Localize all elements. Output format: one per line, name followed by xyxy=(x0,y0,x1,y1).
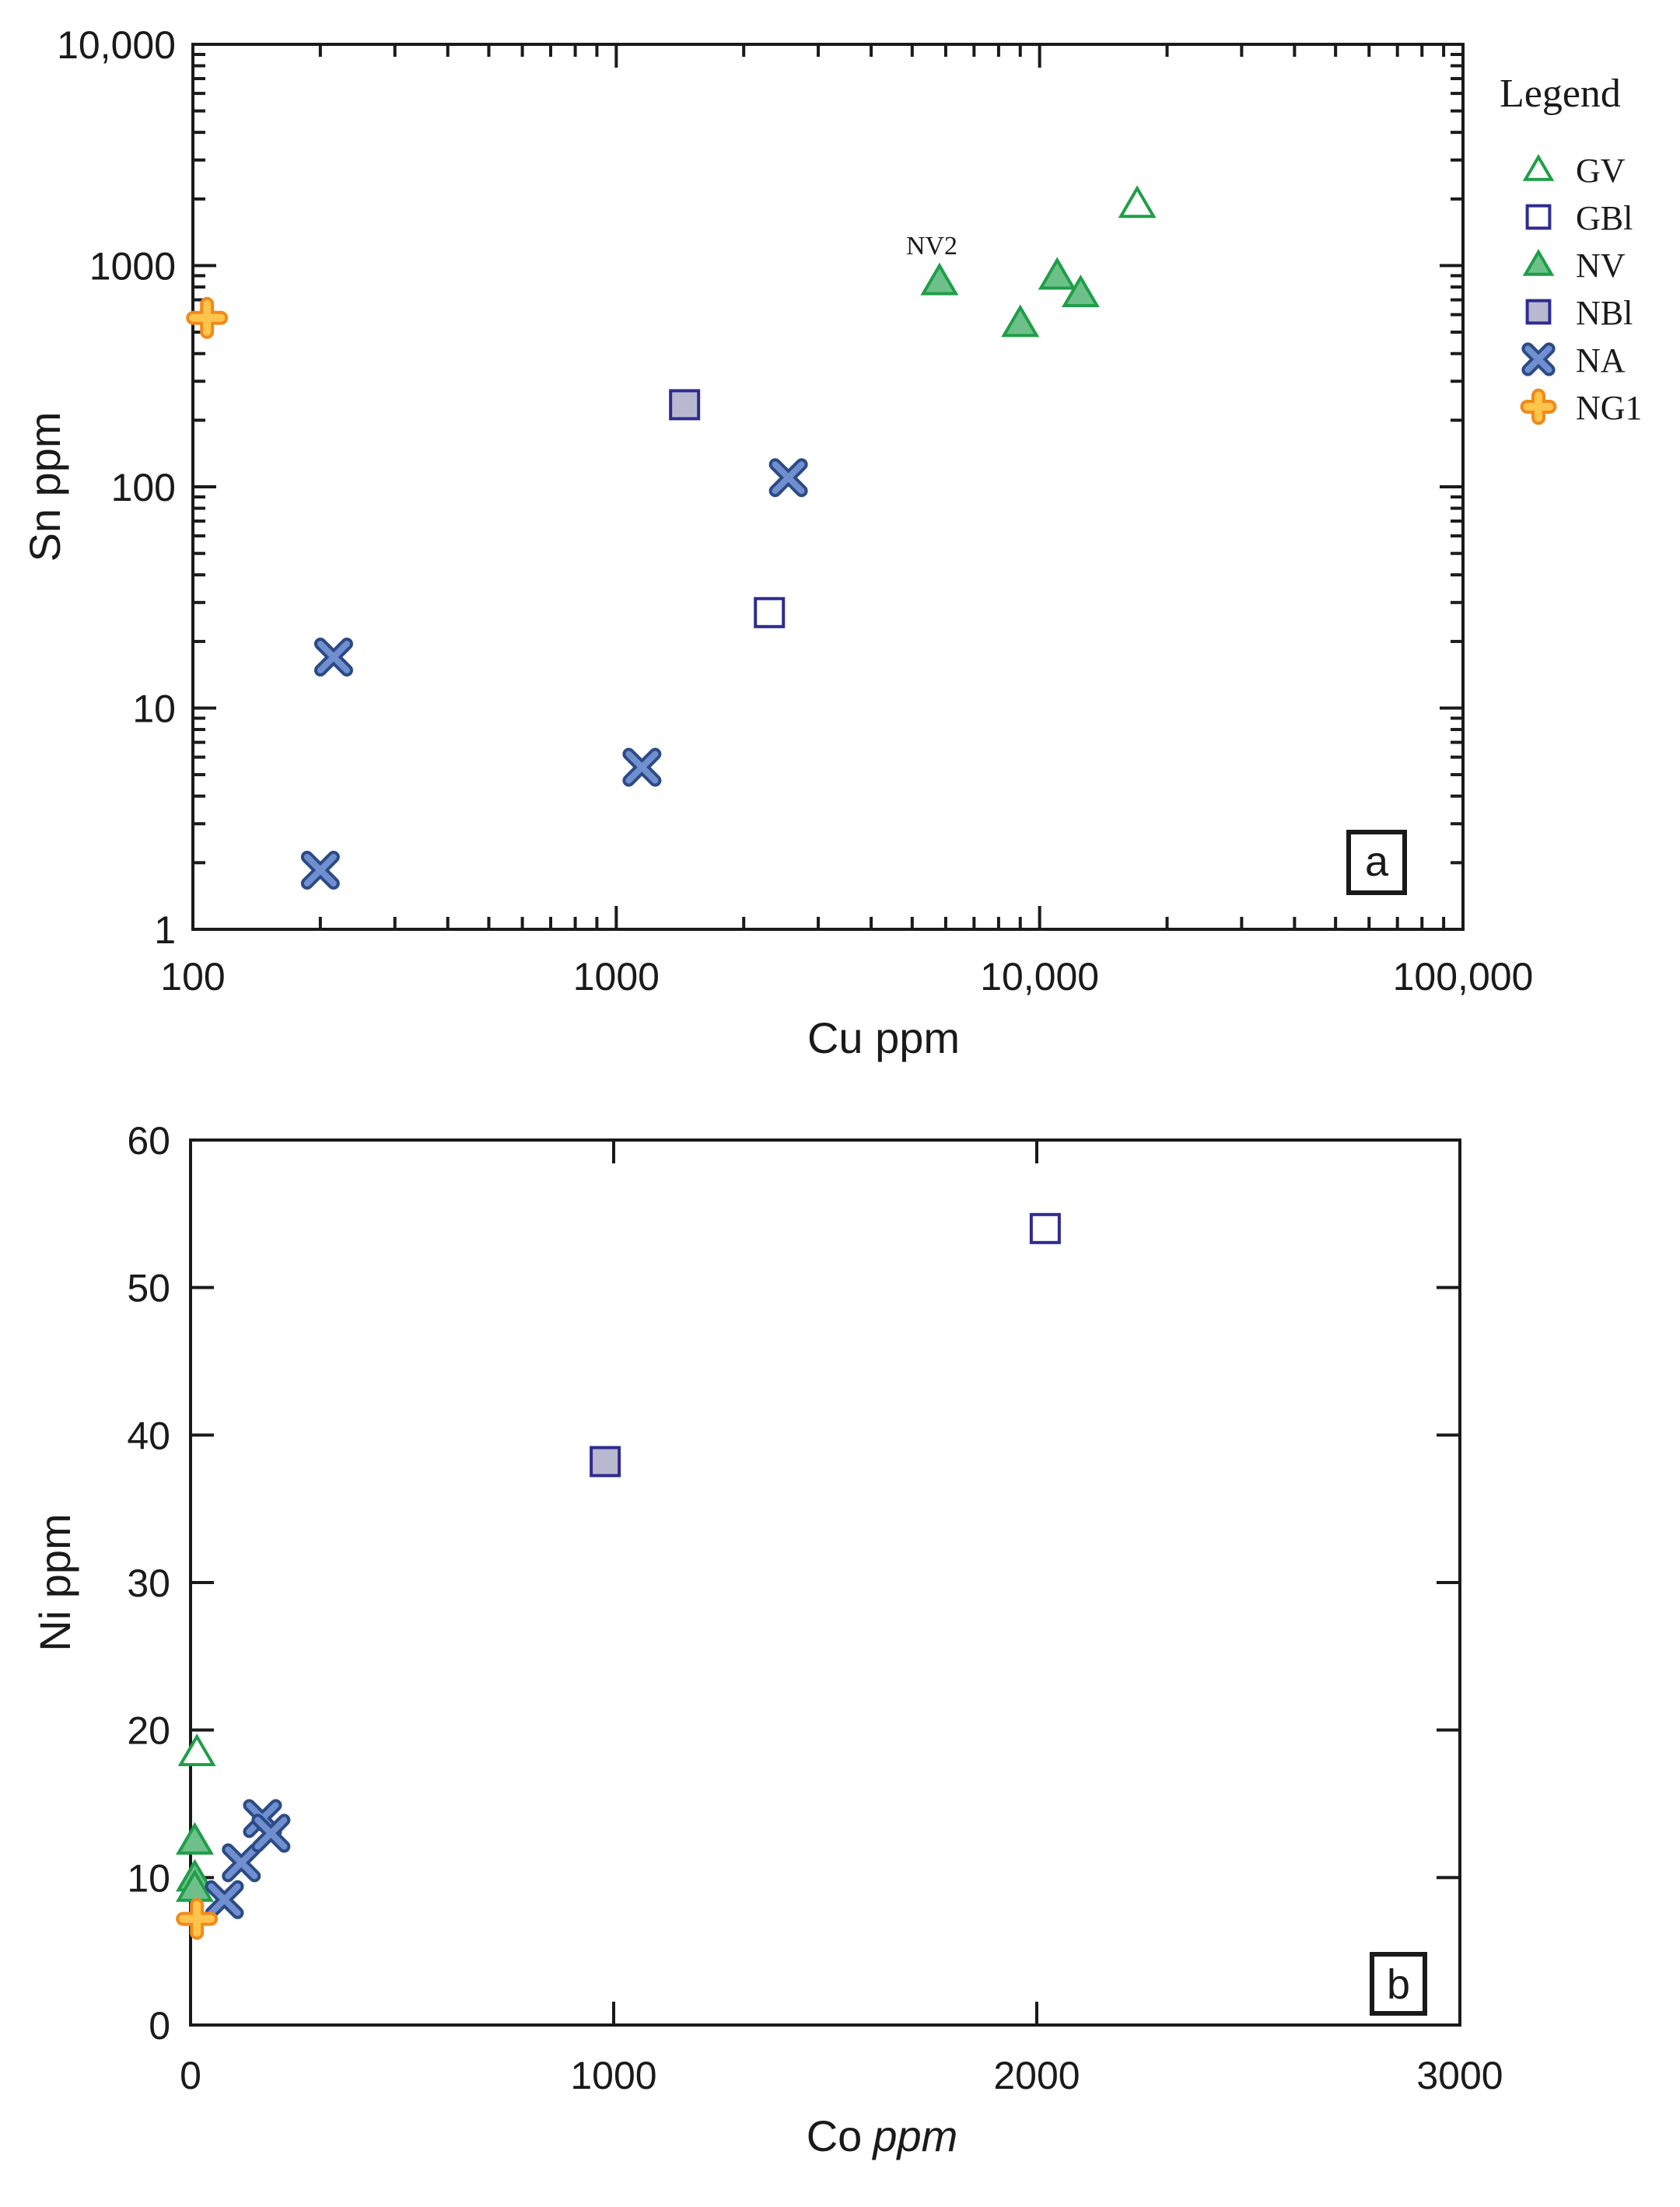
y-tick-label: 10,000 xyxy=(57,23,176,67)
legend-label-na: NA xyxy=(1576,341,1626,379)
panel-a-chart: 100 1000 10,000 100,000 1 10 100 1000 10,000 NV2… xyxy=(20,23,1533,1062)
legend-marker-nv xyxy=(1522,249,1555,276)
data-point-gv xyxy=(1118,185,1157,219)
legend-label-nv: NV xyxy=(1576,247,1626,285)
x-tick-label: 100 xyxy=(160,955,225,999)
legend-marker-ng1 xyxy=(1520,388,1557,425)
data-point-nbl xyxy=(590,1446,621,1478)
panel-b-tick-labels: 0 1000 2000 3000 0 10 20 30 40 50 60 xyxy=(127,1119,1503,2097)
x-tick-label: 1000 xyxy=(570,2054,656,2097)
data-point-nv xyxy=(1061,275,1100,308)
panel-b-ticks xyxy=(189,1138,1461,2027)
legend-marker-gv xyxy=(1522,154,1555,181)
panel-b-label: b xyxy=(1387,1961,1410,2008)
legend: Legend GV GBl NV NBl NA NG1 xyxy=(1500,72,1643,427)
panel-b-y-axis-label: Ni ppm xyxy=(30,1513,79,1651)
data-point-na xyxy=(768,458,808,498)
data-point-gbl xyxy=(754,596,786,628)
legend-label-gv: GV xyxy=(1576,152,1626,190)
y-tick-label: 50 xyxy=(127,1267,170,1310)
panel-b-x-axis-label-main: Co xyxy=(807,2111,863,2160)
legend-marker-nbl xyxy=(1525,299,1552,325)
y-tick-label: 20 xyxy=(127,1709,170,1753)
legend-title: Legend xyxy=(1500,72,1621,116)
data-point-nv xyxy=(1038,257,1076,290)
panel-a-tick-labels: 100 1000 10,000 100,000 1 10 100 1000 10,000 xyxy=(57,23,1533,999)
y-tick-label: 40 xyxy=(127,1414,170,1457)
data-point-gbl xyxy=(1029,1212,1061,1244)
panel-b-plot-frame xyxy=(189,1138,1461,2027)
x-tick-label: 100,000 xyxy=(1393,955,1534,999)
panel-a-label-box xyxy=(1346,830,1407,895)
data-point-na xyxy=(251,1814,291,1853)
data-point-na xyxy=(205,1880,244,1919)
data-point-gv xyxy=(177,1733,216,1767)
data-point-na xyxy=(313,637,353,677)
y-tick-label: 10 xyxy=(127,1856,170,1900)
y-tick-label: 1000 xyxy=(89,245,176,289)
data-point-ng1 xyxy=(176,1897,219,1940)
legend-marker-na xyxy=(1521,342,1556,376)
panel-b-x-axis-label: Co ppm xyxy=(807,2111,958,2160)
legend-label-nbl: NBl xyxy=(1576,294,1633,332)
x-tick-label: 0 xyxy=(180,2054,201,2097)
y-tick-label: 0 xyxy=(149,2004,170,2048)
panel-a-ticks xyxy=(191,44,1463,931)
x-tick-label: 10,000 xyxy=(980,955,1099,999)
legend-items: GV GBl NV NBl NA NG1 xyxy=(1520,152,1643,427)
data-point-nv xyxy=(1001,304,1040,338)
legend-label-gbl: GBl xyxy=(1576,199,1633,237)
y-tick-label: 1 xyxy=(154,908,176,952)
data-point-na xyxy=(622,747,662,787)
data-point-nv xyxy=(175,1821,214,1855)
panel-b-x-axis-label-unit: ppm xyxy=(871,2111,957,2160)
panel-a-points xyxy=(186,185,1157,890)
y-tick-label: 30 xyxy=(127,1562,170,1605)
panel-a-label: a xyxy=(1365,838,1389,885)
panel-a-y-axis-label: Sn ppm xyxy=(20,412,69,562)
data-point-ng1 xyxy=(186,296,229,339)
x-tick-label: 1000 xyxy=(573,955,660,999)
panel-b-points xyxy=(175,1212,1061,1940)
panel-a-x-axis-label: Cu ppm xyxy=(807,1013,960,1062)
y-tick-label: 100 xyxy=(111,466,176,509)
panel-b-label-box xyxy=(1370,1952,1427,2016)
data-point-na xyxy=(300,850,340,890)
x-tick-label: 2000 xyxy=(993,2054,1080,2097)
data-point-nv xyxy=(920,262,959,296)
panel-a-plot-frame xyxy=(191,43,1465,931)
data-point-nbl xyxy=(669,389,701,421)
annotation-nv2: NV2 xyxy=(906,232,957,261)
x-tick-label: 3000 xyxy=(1416,2054,1503,2097)
data-point-na xyxy=(222,1843,261,1883)
y-tick-label: 10 xyxy=(132,687,176,731)
legend-label-ng1: NG1 xyxy=(1576,389,1643,427)
legend-marker-gbl xyxy=(1525,204,1552,230)
y-tick-label: 60 xyxy=(127,1119,170,1163)
